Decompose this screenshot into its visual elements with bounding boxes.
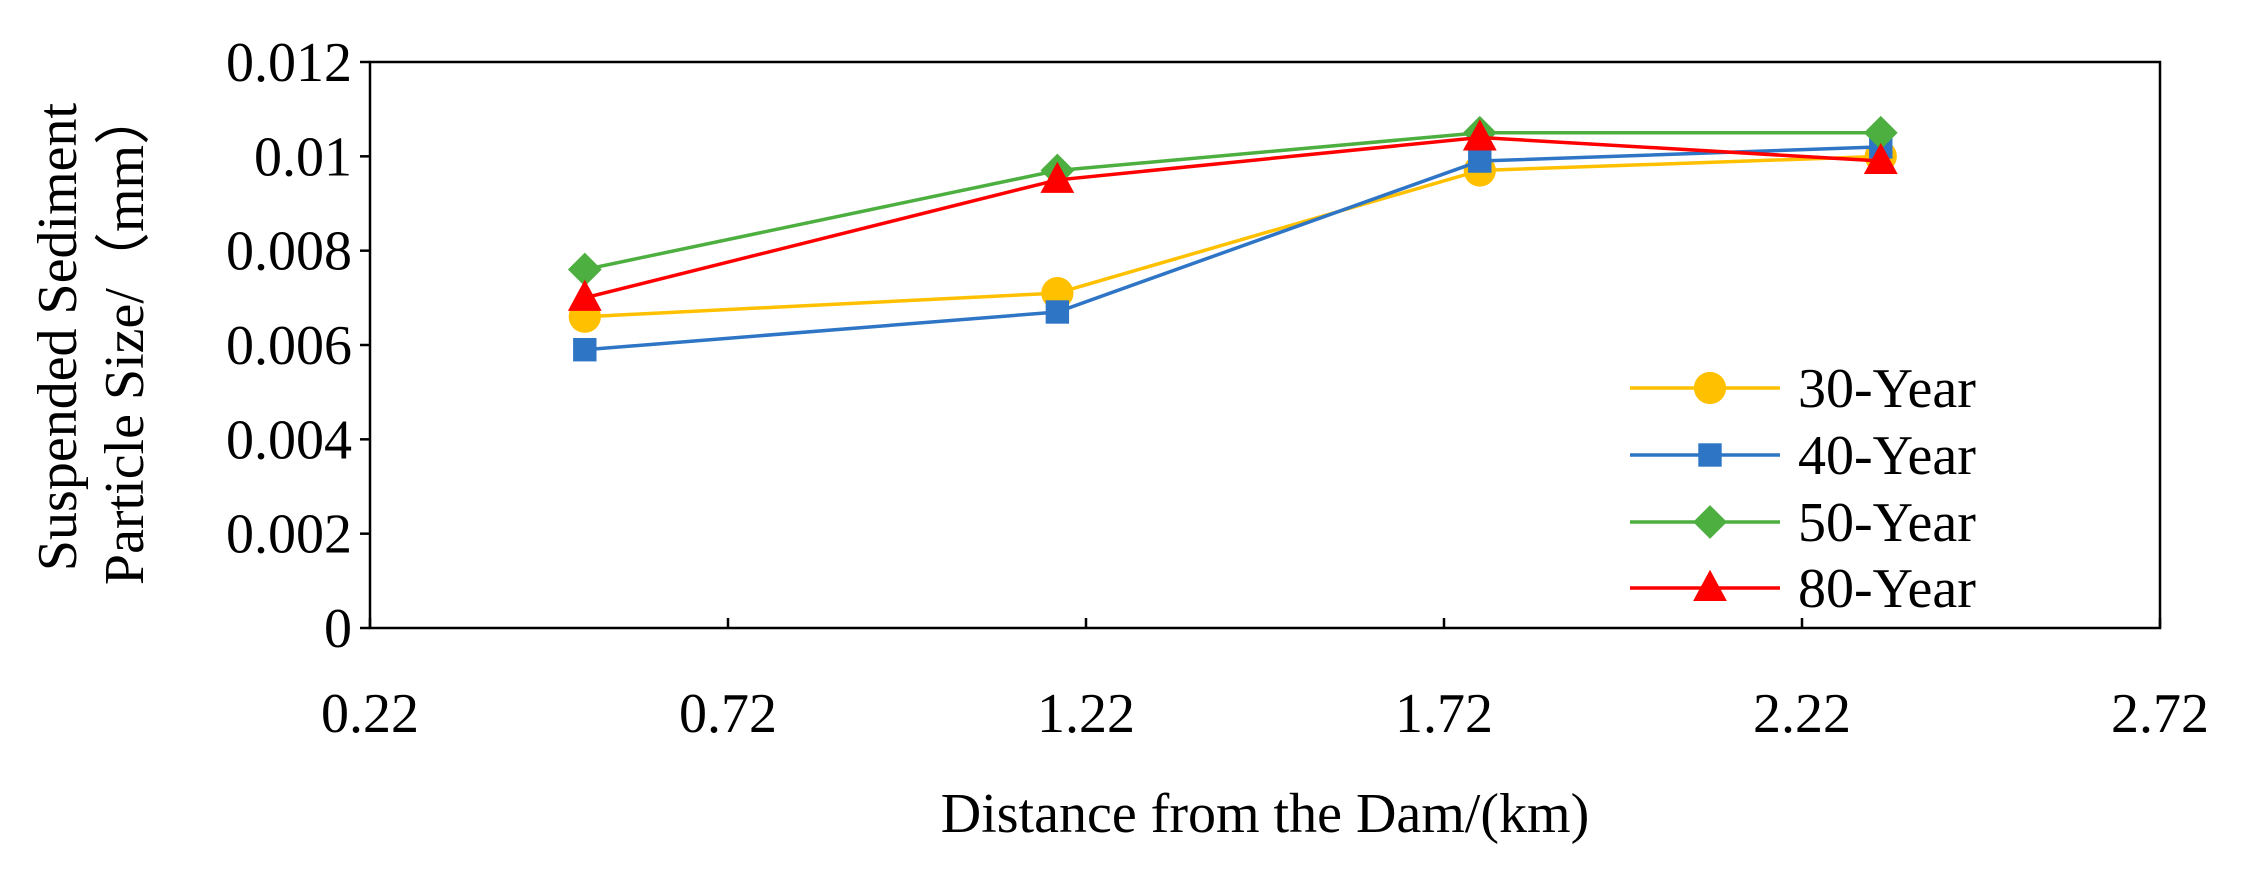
x-tick-label: 2.72 (2111, 683, 2209, 745)
data-point (1040, 161, 1075, 193)
legend-entry: 30-Year (1630, 358, 1976, 420)
data-point (1045, 300, 1070, 324)
series-50-year (567, 115, 1898, 287)
y-tick-label: 0 (324, 598, 352, 660)
y-tick-label: 0.012 (226, 32, 352, 94)
data-point (1462, 119, 1497, 151)
data-point (567, 279, 602, 311)
legend-marker (1698, 443, 1722, 467)
y-tick-label: 0.006 (226, 315, 352, 377)
y-axis-title: Suspended Sediment Particle Size/（mm） (27, 89, 156, 585)
x-tick-label: 1.72 (1395, 683, 1493, 745)
y-tick-label: 0.002 (226, 504, 352, 566)
x-tick-label: 0.72 (679, 683, 777, 745)
series-layer (567, 115, 1898, 362)
series-40-year (573, 135, 1893, 362)
series-line (584, 154, 1881, 319)
data-point (567, 252, 602, 287)
legend-entry: 40-Year (1630, 425, 1976, 487)
legend-label: 80-Year (1798, 558, 1976, 620)
legend-marker (1693, 505, 1727, 539)
y-tick-label: 0.01 (254, 126, 352, 188)
y-axis-title-line-2: Particle Size/（mm） (94, 89, 156, 585)
legend-marker (1693, 371, 1727, 405)
series-30-year (568, 140, 1897, 333)
series-line (584, 131, 1881, 272)
legend-label: 40-Year (1798, 425, 1976, 487)
y-axis-title-line-1: Suspended Sediment (27, 102, 89, 571)
data-point (1468, 149, 1492, 173)
legend-marker (1693, 569, 1727, 601)
legend-label: 50-Year (1798, 492, 1976, 554)
x-tick-label: 1.22 (1037, 683, 1135, 745)
data-point (1863, 115, 1898, 150)
y-tick-label: 0.008 (226, 221, 352, 283)
series-80-year (567, 119, 1898, 311)
legend-label: 30-Year (1798, 358, 1976, 420)
data-point (1863, 142, 1898, 175)
series-line (584, 135, 1881, 300)
y-tick-label: 0.004 (226, 409, 352, 471)
x-tick-label: 0.22 (321, 683, 419, 745)
legend-entry: 80-Year (1630, 558, 1976, 620)
x-axis-title: Distance from the Dam/(km) (941, 783, 1589, 845)
series-line (584, 145, 1881, 352)
legend-entry: 50-Year (1630, 492, 1976, 554)
x-tick-label: 2.22 (1753, 683, 1851, 745)
axes: 0 0.002 0.004 0.006 0.008 0.01 0.012 0.22 0.72 1.… (226, 32, 2209, 745)
data-point (573, 338, 597, 362)
